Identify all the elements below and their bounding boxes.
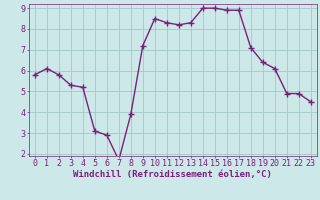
X-axis label: Windchill (Refroidissement éolien,°C): Windchill (Refroidissement éolien,°C) — [73, 170, 272, 179]
